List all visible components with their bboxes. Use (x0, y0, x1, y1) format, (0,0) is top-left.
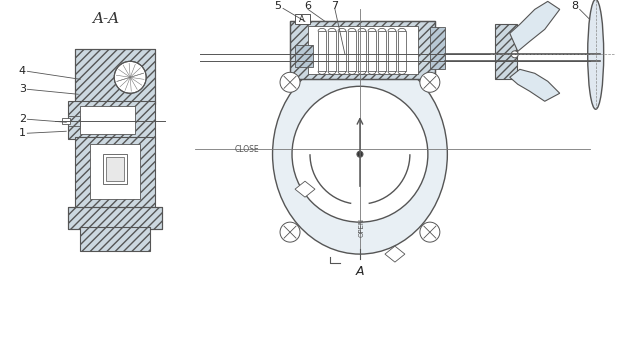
Bar (295, 14, 310, 24)
Circle shape (280, 222, 300, 242)
Bar (290, 21, 435, 79)
Circle shape (280, 72, 300, 92)
Bar (75, 49, 155, 104)
Bar (68, 101, 155, 139)
Circle shape (511, 51, 519, 58)
Bar (495, 24, 517, 79)
Bar (378, 31, 386, 71)
Bar (80, 106, 135, 134)
Bar (308, 27, 418, 74)
Bar (328, 31, 336, 71)
Text: A: A (299, 15, 305, 24)
Text: 8: 8 (571, 1, 578, 12)
Bar (318, 31, 326, 71)
Bar (398, 31, 406, 71)
Text: 1: 1 (19, 128, 26, 138)
Bar (290, 21, 435, 79)
Text: A-A: A-A (92, 12, 119, 27)
Circle shape (357, 151, 363, 157)
Text: OPEN: OPEN (359, 218, 365, 237)
Circle shape (420, 72, 440, 92)
Text: 3: 3 (19, 84, 26, 94)
Bar (103, 154, 127, 184)
Bar (68, 207, 162, 229)
Polygon shape (510, 69, 560, 101)
Circle shape (292, 86, 428, 222)
Bar (68, 116, 80, 126)
Text: 6: 6 (304, 1, 312, 12)
Bar (338, 31, 346, 71)
Bar (90, 144, 140, 199)
Bar (388, 31, 396, 71)
Text: 5: 5 (274, 1, 281, 12)
Circle shape (114, 61, 146, 93)
Polygon shape (385, 246, 405, 262)
Text: 7: 7 (332, 1, 338, 12)
Polygon shape (295, 181, 315, 197)
Bar (348, 31, 356, 71)
Text: CLOSE: CLOSE (235, 145, 260, 154)
Bar (80, 227, 150, 251)
Bar (75, 137, 155, 209)
Ellipse shape (587, 0, 604, 109)
Text: A: A (356, 265, 364, 278)
Polygon shape (510, 1, 560, 51)
Bar (295, 45, 313, 67)
Ellipse shape (273, 54, 447, 254)
Bar (62, 118, 70, 124)
Text: 2: 2 (19, 114, 26, 124)
Bar (75, 49, 155, 104)
Bar (358, 31, 366, 71)
Text: 4: 4 (19, 66, 26, 76)
Bar (368, 31, 376, 71)
Bar (106, 157, 124, 181)
Bar (68, 207, 162, 229)
Bar (430, 27, 445, 69)
Circle shape (420, 222, 440, 242)
